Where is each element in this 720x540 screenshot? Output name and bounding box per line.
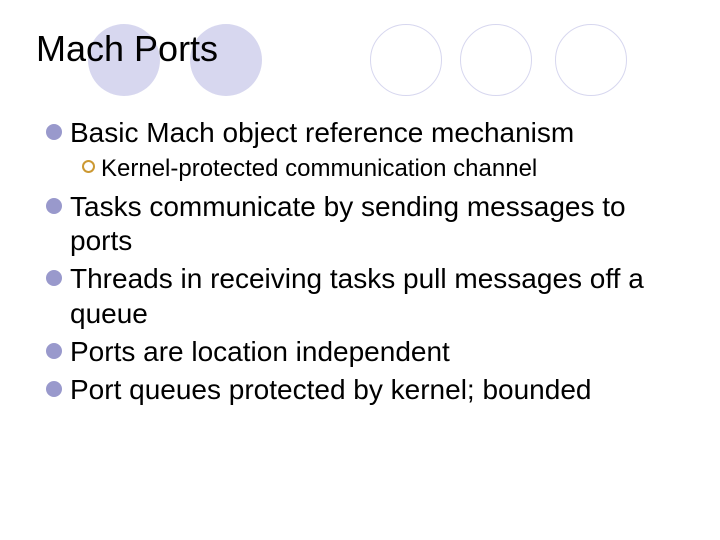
bullet-text: Tasks communicate by sending messages to…: [70, 190, 690, 258]
bullet-item: Ports are location independent: [46, 335, 690, 369]
bullet-text: Ports are location independent: [70, 335, 450, 369]
hollow-bullet-icon: [82, 160, 95, 173]
sub-bullet-text: Kernel-protected communication channel: [101, 154, 537, 184]
sub-bullet-item: Kernel-protected communication channel: [82, 154, 690, 184]
bullet-item: Port queues protected by kernel; bounded: [46, 373, 690, 407]
bullet-disc-icon: [46, 343, 62, 359]
bullet-disc-icon: [46, 381, 62, 397]
bullet-item: Tasks communicate by sending messages to…: [46, 190, 690, 258]
bullet-disc-icon: [46, 198, 62, 214]
slide-title: Mach Ports: [0, 0, 720, 70]
bullet-item: Basic Mach object reference mechanism: [46, 116, 690, 150]
slide-body: Basic Mach object reference mechanism Ke…: [0, 70, 720, 407]
bullet-text: Threads in receiving tasks pull messages…: [70, 262, 690, 330]
bullet-text: Basic Mach object reference mechanism: [70, 116, 574, 150]
bullet-disc-icon: [46, 124, 62, 140]
bullet-item: Threads in receiving tasks pull messages…: [46, 262, 690, 330]
bullet-text: Port queues protected by kernel; bounded: [70, 373, 591, 407]
bullet-disc-icon: [46, 270, 62, 286]
